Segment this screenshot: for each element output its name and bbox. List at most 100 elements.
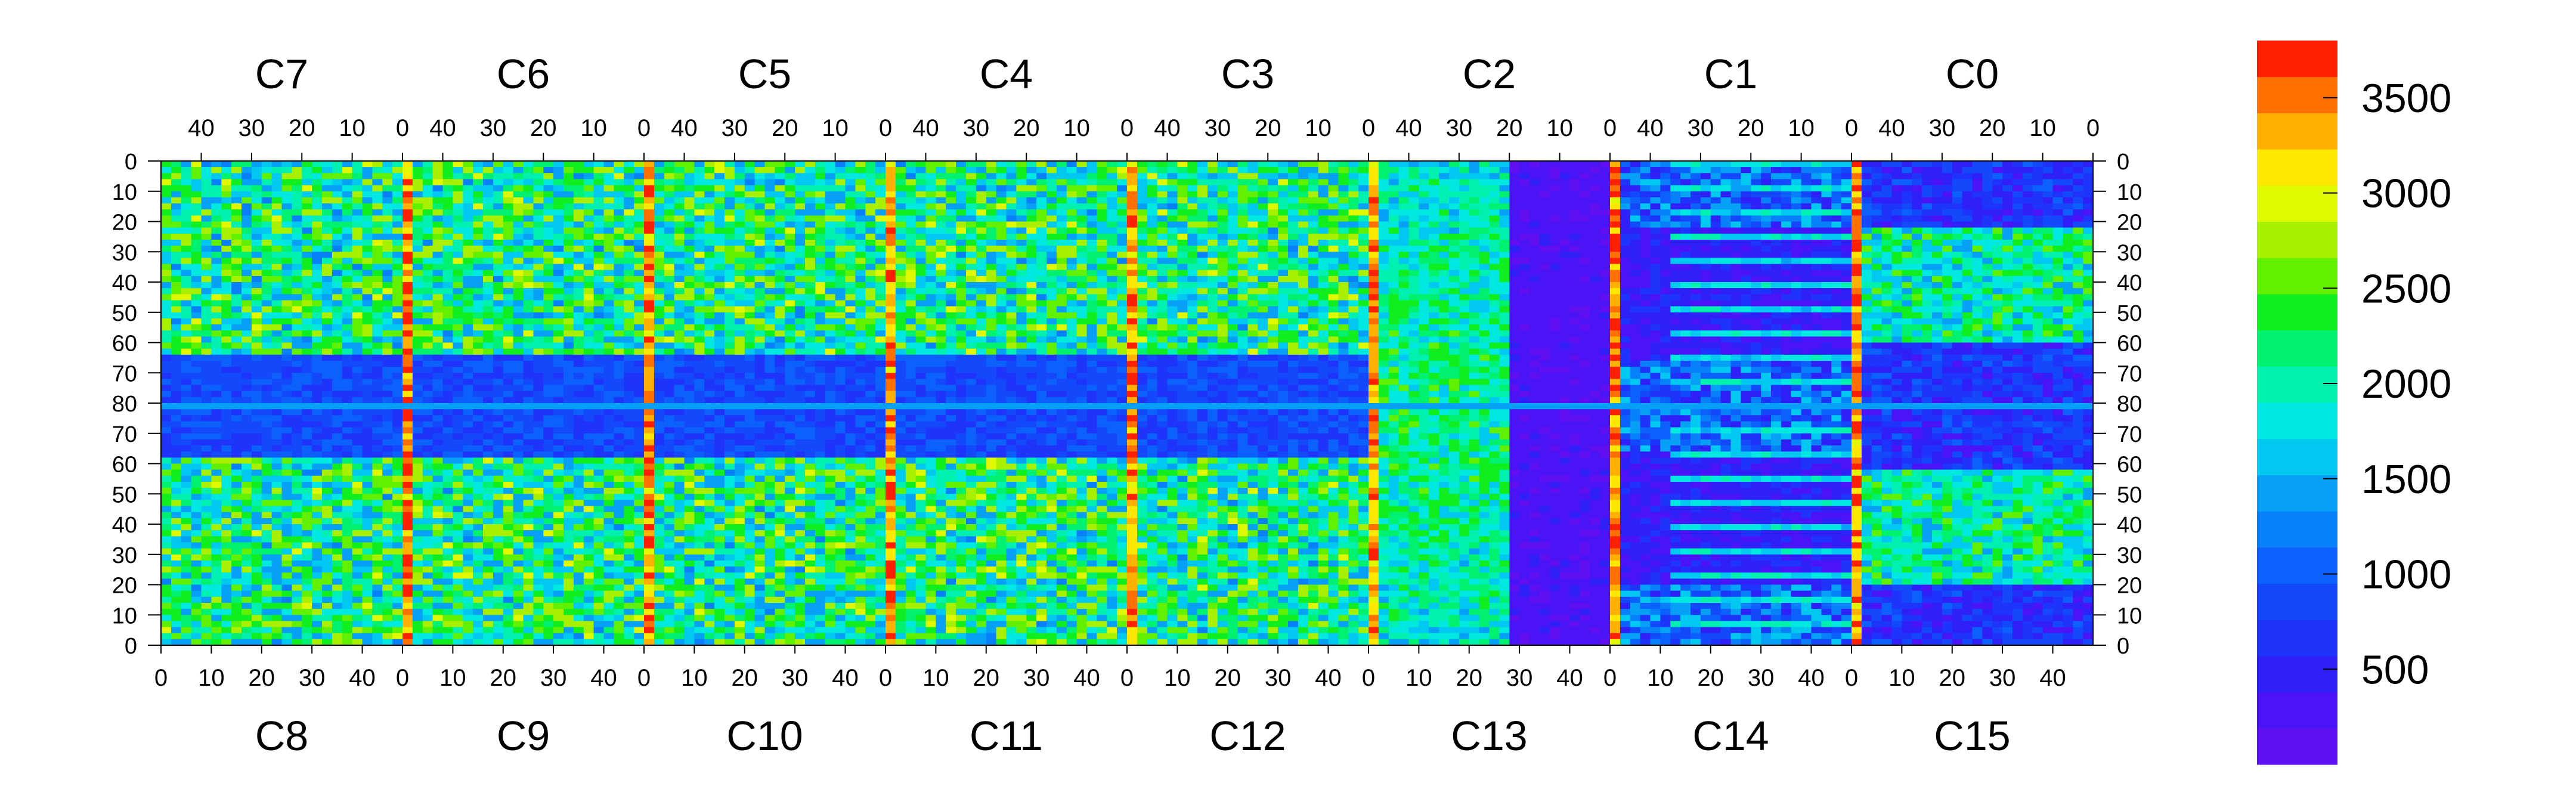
heatmap-cell	[493, 312, 504, 319]
heatmap-cell	[231, 264, 242, 271]
heatmap-cell	[775, 318, 785, 325]
heatmap-cell	[664, 324, 675, 331]
heatmap-cell	[483, 512, 494, 519]
heatmap-cell	[402, 500, 413, 507]
heatmap-cell	[513, 336, 524, 343]
heatmap-cell	[261, 572, 273, 579]
heatmap-cell	[734, 451, 745, 458]
heatmap-cell	[261, 306, 273, 313]
heatmap-cell	[583, 173, 595, 180]
heatmap-cell	[694, 373, 705, 380]
heatmap-cell	[422, 270, 434, 277]
heatmap-cell	[734, 252, 745, 259]
heatmap-cell	[372, 221, 383, 228]
heatmap-cell	[744, 348, 756, 355]
heatmap-cell	[342, 373, 353, 380]
heatmap-cell	[744, 615, 756, 622]
heatmap-cell	[634, 227, 645, 234]
heatmap-cell	[724, 633, 735, 640]
heatmap-cell	[644, 494, 655, 501]
heatmap-cell	[593, 397, 605, 404]
heatmap-cell	[603, 203, 614, 210]
heatmap-cell	[211, 451, 222, 458]
heatmap-cell	[402, 548, 413, 555]
heatmap-cell	[161, 488, 172, 494]
heatmap-cell	[704, 409, 715, 416]
heatmap-cell	[281, 566, 292, 573]
heatmap-cell	[352, 596, 363, 603]
heatmap-cell	[523, 506, 534, 513]
heatmap-cell	[533, 209, 544, 216]
heatmap-cell	[624, 609, 634, 615]
heatmap-cell	[614, 385, 624, 392]
heatmap-cell	[664, 161, 675, 168]
heatmap-cell	[603, 197, 614, 204]
heatmap-cell	[352, 451, 363, 458]
heatmap-cell	[744, 633, 756, 640]
heatmap-cell	[614, 391, 624, 398]
heatmap-cell	[372, 439, 383, 446]
heatmap-cell	[221, 439, 232, 446]
heatmap-cell	[564, 584, 574, 592]
heatmap-cell	[442, 536, 453, 543]
heatmap-cell	[523, 391, 534, 398]
heatmap-cell	[332, 197, 343, 204]
heatmap-cell	[614, 488, 624, 494]
heatmap-cell	[342, 275, 353, 283]
heatmap-cell	[422, 215, 434, 222]
heatmap-cell	[161, 421, 172, 428]
heatmap-cell	[161, 336, 172, 343]
heatmap-cell	[412, 373, 423, 380]
heatmap-cell	[402, 391, 413, 398]
heatmap-cell	[201, 330, 212, 337]
heatmap-cell	[644, 270, 655, 277]
heatmap-cell	[251, 258, 262, 265]
heatmap-cell	[543, 215, 554, 222]
heatmap-cell	[614, 609, 624, 615]
heatmap-cell	[302, 197, 312, 204]
heatmap-cell	[634, 306, 645, 313]
heatmap-cell	[442, 609, 453, 615]
heatmap-cell	[302, 609, 312, 615]
heatmap-cell	[634, 572, 645, 579]
heatmap-cell	[382, 161, 393, 168]
heatmap-cell	[342, 367, 353, 373]
heatmap-cell	[573, 179, 584, 186]
heatmap-cell	[251, 173, 262, 180]
heatmap-cell	[785, 203, 795, 210]
heatmap-cell	[603, 512, 614, 519]
heatmap-cell	[271, 584, 283, 592]
heatmap-cell	[634, 240, 645, 246]
heatmap-cell	[553, 391, 564, 398]
heatmap-cell	[191, 590, 202, 597]
heatmap-cell	[412, 554, 423, 561]
heatmap-cell	[362, 385, 373, 392]
heatmap-cell	[523, 609, 534, 615]
heatmap-cell	[634, 627, 645, 634]
heatmap-cell	[654, 367, 665, 373]
heatmap-cell	[312, 560, 323, 567]
heatmap-cell	[543, 409, 554, 416]
heatmap-cell	[422, 524, 434, 531]
heatmap-cell	[564, 536, 574, 543]
heatmap-cell	[674, 318, 685, 325]
heatmap-cell	[614, 312, 624, 319]
heatmap-cell	[603, 209, 614, 216]
heatmap-cell	[161, 288, 172, 295]
heatmap-cell	[332, 161, 343, 168]
heatmap-cell	[654, 246, 665, 252]
heatmap-cell	[775, 500, 785, 507]
heatmap-cell	[221, 554, 232, 561]
heatmap-cell	[211, 439, 222, 446]
heatmap-cell	[312, 627, 323, 634]
heatmap-cell	[543, 451, 554, 458]
heatmap-cell	[191, 603, 202, 609]
heatmap-cell	[503, 542, 514, 549]
heatmap-cell	[281, 161, 292, 168]
heatmap-cell	[614, 336, 624, 343]
heatmap-cell	[322, 445, 333, 452]
heatmap-cell	[583, 451, 595, 458]
heatmap-cell	[634, 324, 645, 331]
heatmap-cell	[513, 560, 524, 567]
heatmap-cell	[251, 524, 262, 531]
